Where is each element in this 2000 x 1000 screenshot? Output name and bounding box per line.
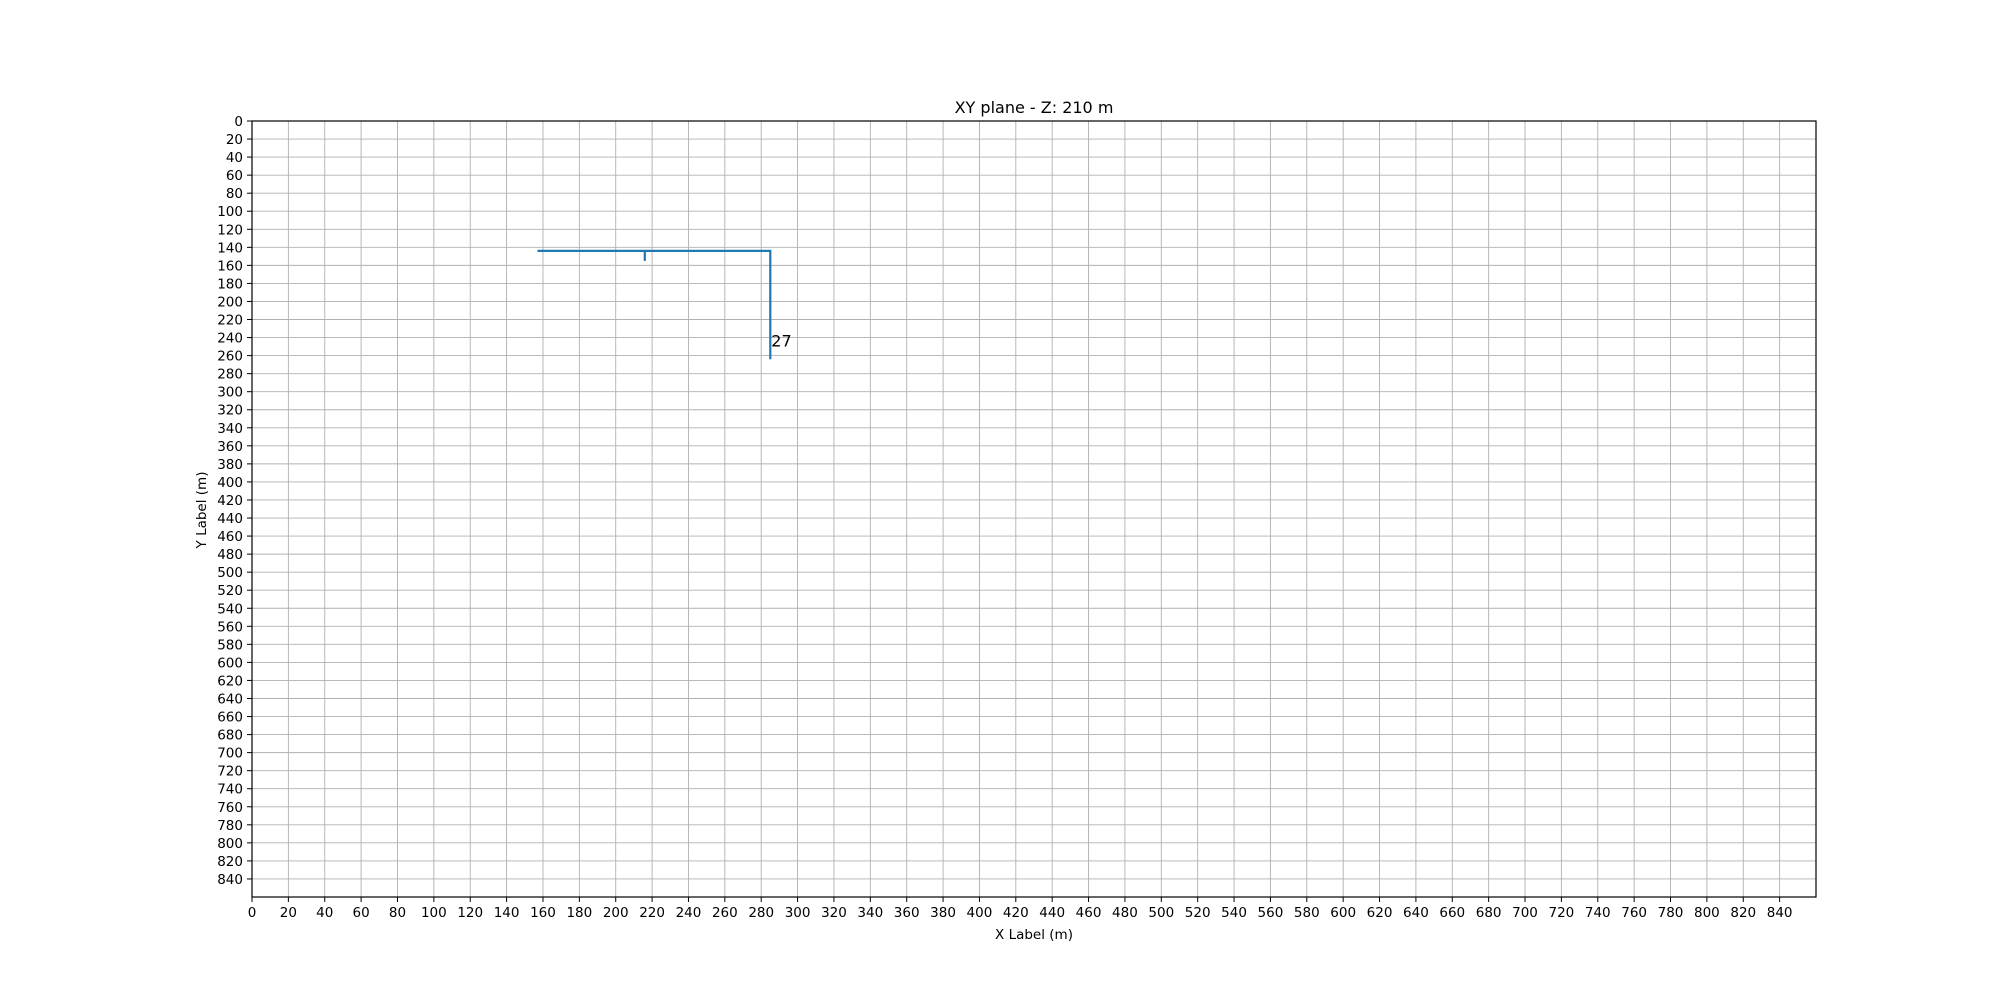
- y-tick-label: 780: [217, 818, 243, 834]
- y-tick-label: 440: [217, 511, 243, 527]
- x-tick-label: 700: [1512, 905, 1538, 921]
- x-tick-label: 120: [457, 905, 483, 921]
- x-tick-label: 400: [967, 905, 993, 921]
- y-tick-label: 700: [217, 746, 243, 762]
- x-tick-label: 680: [1476, 905, 1502, 921]
- y-tick-label: 80: [226, 186, 243, 202]
- x-tick-label: 180: [566, 905, 592, 921]
- x-tick-label: 740: [1585, 905, 1611, 921]
- x-tick-label: 460: [1076, 905, 1102, 921]
- y-tick-label: 560: [217, 619, 243, 635]
- series-line-segment: [537, 249, 772, 360]
- y-axis-label: Y Label (m): [194, 472, 210, 550]
- y-tick-label: 640: [217, 691, 243, 707]
- y-tick-label: 660: [217, 710, 243, 726]
- x-axis-ticks: 0 20 40 60 80 100 120 140 160 180 200 220 240 260 280 3…: [248, 897, 1793, 921]
- y-tick-label: 760: [217, 800, 243, 816]
- y-tick-label: 460: [217, 529, 243, 545]
- x-tick-label: 480: [1112, 905, 1138, 921]
- y-tick-label: 520: [217, 583, 243, 599]
- x-tick-label: 240: [676, 905, 702, 921]
- x-tick-label: 540: [1221, 905, 1247, 921]
- x-tick-label: 280: [748, 905, 774, 921]
- y-tick-label: 0: [234, 114, 243, 130]
- x-tick-label: 520: [1185, 905, 1211, 921]
- x-tick-label: 220: [639, 905, 665, 921]
- x-tick-label: 140: [494, 905, 520, 921]
- y-tick-label: 120: [217, 222, 243, 238]
- y-tick-label: 280: [217, 367, 243, 383]
- y-axis-ticks: 0 20 40 60 80 100 120 140 160 180 200 220 240 260 280 3…: [217, 114, 252, 888]
- x-tick-label: 560: [1258, 905, 1284, 921]
- y-tick-label: 400: [217, 475, 243, 491]
- y-tick-label: 340: [217, 421, 243, 437]
- y-tick-label: 220: [217, 313, 243, 329]
- y-tick-label: 160: [217, 258, 243, 274]
- x-tick-label: 320: [821, 905, 847, 921]
- y-tick-label: 100: [217, 204, 243, 220]
- x-tick-label: 640: [1403, 905, 1429, 921]
- y-tick-label: 820: [217, 854, 243, 870]
- y-tick-label: 720: [217, 764, 243, 780]
- x-tick-label: 580: [1294, 905, 1320, 921]
- x-tick-label: 300: [785, 905, 811, 921]
- chart-title: XY plane - Z: 210 m: [955, 98, 1114, 117]
- y-tick-label: 500: [217, 565, 243, 581]
- x-tick-label: 360: [894, 905, 920, 921]
- x-tick-label: 800: [1694, 905, 1720, 921]
- y-tick-label: 840: [217, 872, 243, 888]
- y-tick-label: 40: [226, 150, 243, 166]
- annotation-layer: 27: [771, 332, 791, 351]
- point-annotation-label: 27: [771, 332, 791, 351]
- y-tick-label: 320: [217, 403, 243, 419]
- y-tick-label: 140: [217, 240, 243, 256]
- x-tick-label: 20: [280, 905, 297, 921]
- y-tick-label: 60: [226, 168, 243, 184]
- y-tick-label: 200: [217, 294, 243, 310]
- x-tick-label: 500: [1148, 905, 1174, 921]
- x-tick-label: 200: [603, 905, 629, 921]
- x-tick-label: 840: [1767, 905, 1793, 921]
- x-tick-label: 340: [857, 905, 883, 921]
- y-tick-label: 740: [217, 782, 243, 798]
- y-tick-label: 360: [217, 439, 243, 455]
- x-tick-label: 80: [389, 905, 406, 921]
- y-tick-label: 480: [217, 547, 243, 563]
- y-tick-label: 620: [217, 673, 243, 689]
- x-tick-label: 0: [248, 905, 257, 921]
- y-tick-label: 380: [217, 457, 243, 473]
- x-tick-label: 420: [1003, 905, 1029, 921]
- plot-frame: [251, 120, 1817, 898]
- x-tick-label: 440: [1039, 905, 1065, 921]
- x-tick-label: 820: [1730, 905, 1756, 921]
- x-tick-label: 660: [1439, 905, 1465, 921]
- y-tick-label: 540: [217, 601, 243, 617]
- y-tick-label: 680: [217, 728, 243, 744]
- x-tick-label: 600: [1330, 905, 1356, 921]
- x-tick-label: 620: [1367, 905, 1393, 921]
- y-tick-label: 420: [217, 493, 243, 509]
- y-tick-label: 20: [226, 132, 243, 148]
- x-tick-label: 40: [316, 905, 333, 921]
- series-layer: [537, 249, 772, 360]
- x-tick-label: 60: [353, 905, 370, 921]
- y-tick-label: 600: [217, 655, 243, 671]
- y-tick-label: 260: [217, 349, 243, 365]
- y-tick-label: 300: [217, 385, 243, 401]
- y-tick-label: 240: [217, 331, 243, 347]
- x-tick-label: 780: [1658, 905, 1684, 921]
- x-tick-label: 260: [712, 905, 738, 921]
- x-tick-label: 380: [930, 905, 956, 921]
- y-tick-label: 580: [217, 637, 243, 653]
- x-tick-label: 720: [1549, 905, 1575, 921]
- x-tick-label: 760: [1621, 905, 1647, 921]
- x-axis-label: X Label (m): [995, 927, 1073, 943]
- x-tick-label: 160: [530, 905, 556, 921]
- x-tick-label: 100: [421, 905, 447, 921]
- y-tick-label: 800: [217, 836, 243, 852]
- y-tick-label: 180: [217, 276, 243, 292]
